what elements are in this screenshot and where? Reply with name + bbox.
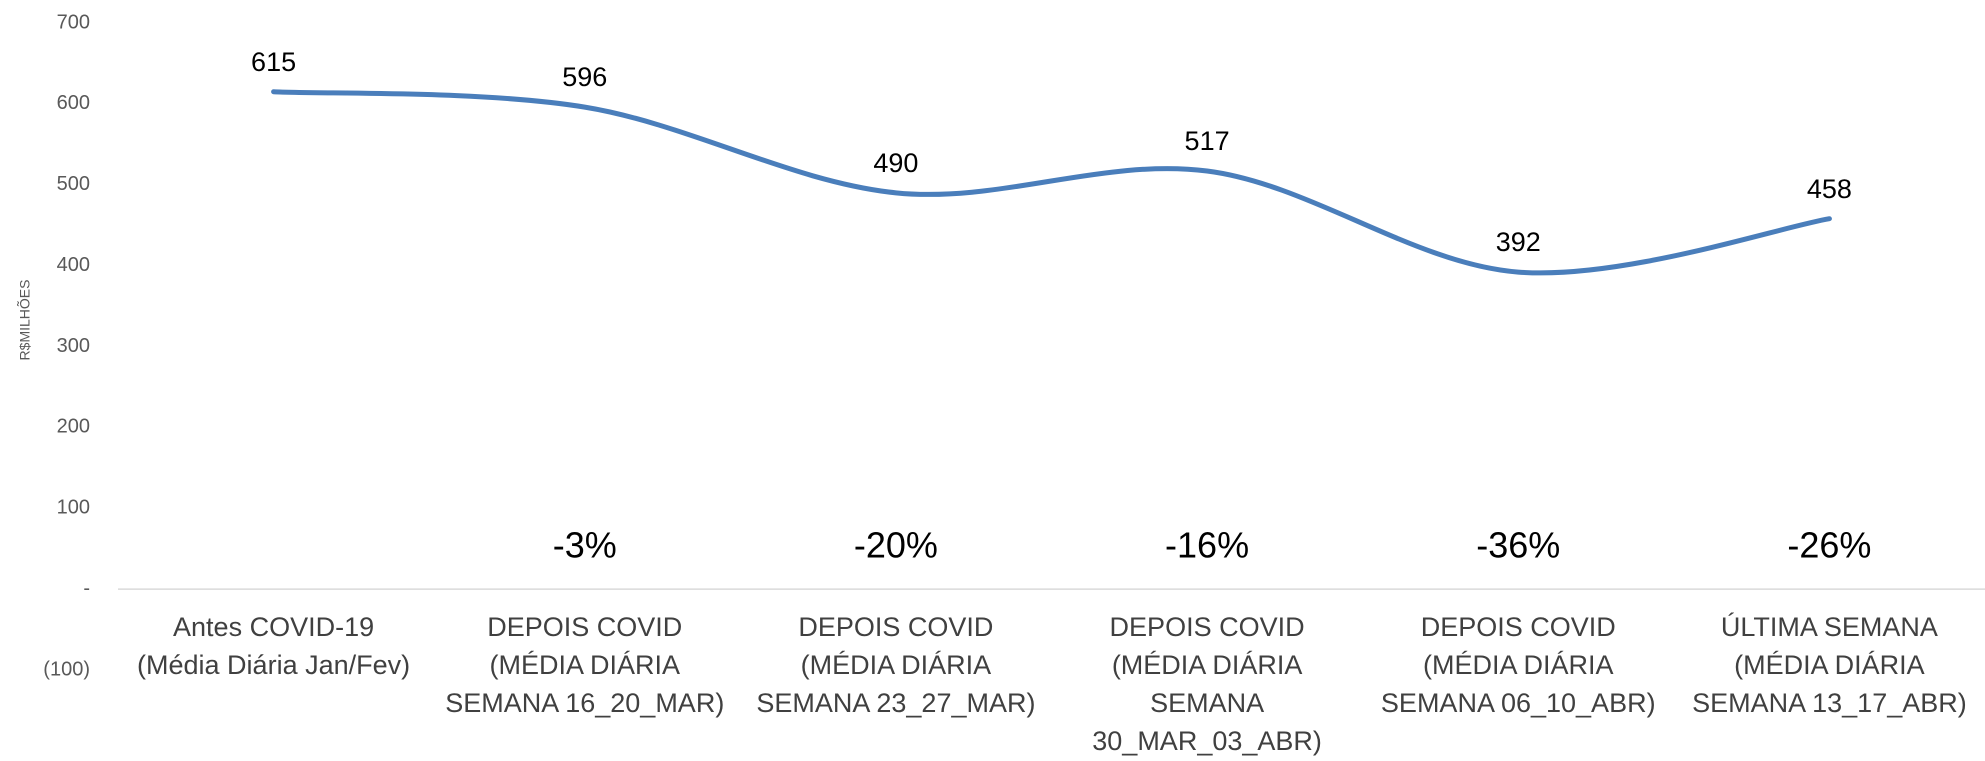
y-tick-label: 500 <box>57 173 90 195</box>
change-label: -26% <box>1787 525 1871 566</box>
y-tick-label: 600 <box>57 92 90 114</box>
x-tick-label: Antes COVID-19 (Média Diária Jan/Fev) <box>137 612 410 680</box>
x-tick-label: ÚLTIMA SEMANA (MÉDIA DIÁRIA SEMANA 13_17_A… <box>1692 611 1967 718</box>
change-label: -36% <box>1476 525 1560 566</box>
y-tick-label: (100) <box>43 658 90 680</box>
change-label: -3% <box>553 525 617 566</box>
line <box>271 89 1832 276</box>
data-label: 596 <box>562 62 607 92</box>
data-label: 392 <box>1496 227 1541 257</box>
change-label: -20% <box>854 525 938 566</box>
y-tick-label: 200 <box>57 416 90 438</box>
x-tick-label: DEPOIS COVID (MÉDIA DIÁRIA SEMANA 16_20_MA… <box>445 612 724 718</box>
y-tick-label: - <box>83 577 90 599</box>
x-tick-label: DEPOIS COVID (MÉDIA DIÁRIA SEMANA 23_27_MA… <box>756 612 1035 718</box>
data-label: 517 <box>1185 126 1230 156</box>
data-label: 458 <box>1807 174 1852 204</box>
y-tick-label: 300 <box>57 335 90 357</box>
x-tick-label: DEPOIS COVID (MÉDIA DIÁRIA SEMANA 06_10_AB… <box>1381 612 1656 718</box>
change-label: -16% <box>1165 525 1249 566</box>
data-label: 615 <box>251 47 296 77</box>
y-axis-label: R$MILHÕES <box>17 280 33 361</box>
y-tick-label: 700 <box>57 11 90 33</box>
x-tick-label: DEPOIS COVID (MÉDIA DIÁRIA SEMANA 30_MAR_03… <box>1092 612 1322 756</box>
data-label: 490 <box>873 148 918 178</box>
y-tick-label: 400 <box>57 254 90 276</box>
y-tick-label: 100 <box>57 497 90 519</box>
